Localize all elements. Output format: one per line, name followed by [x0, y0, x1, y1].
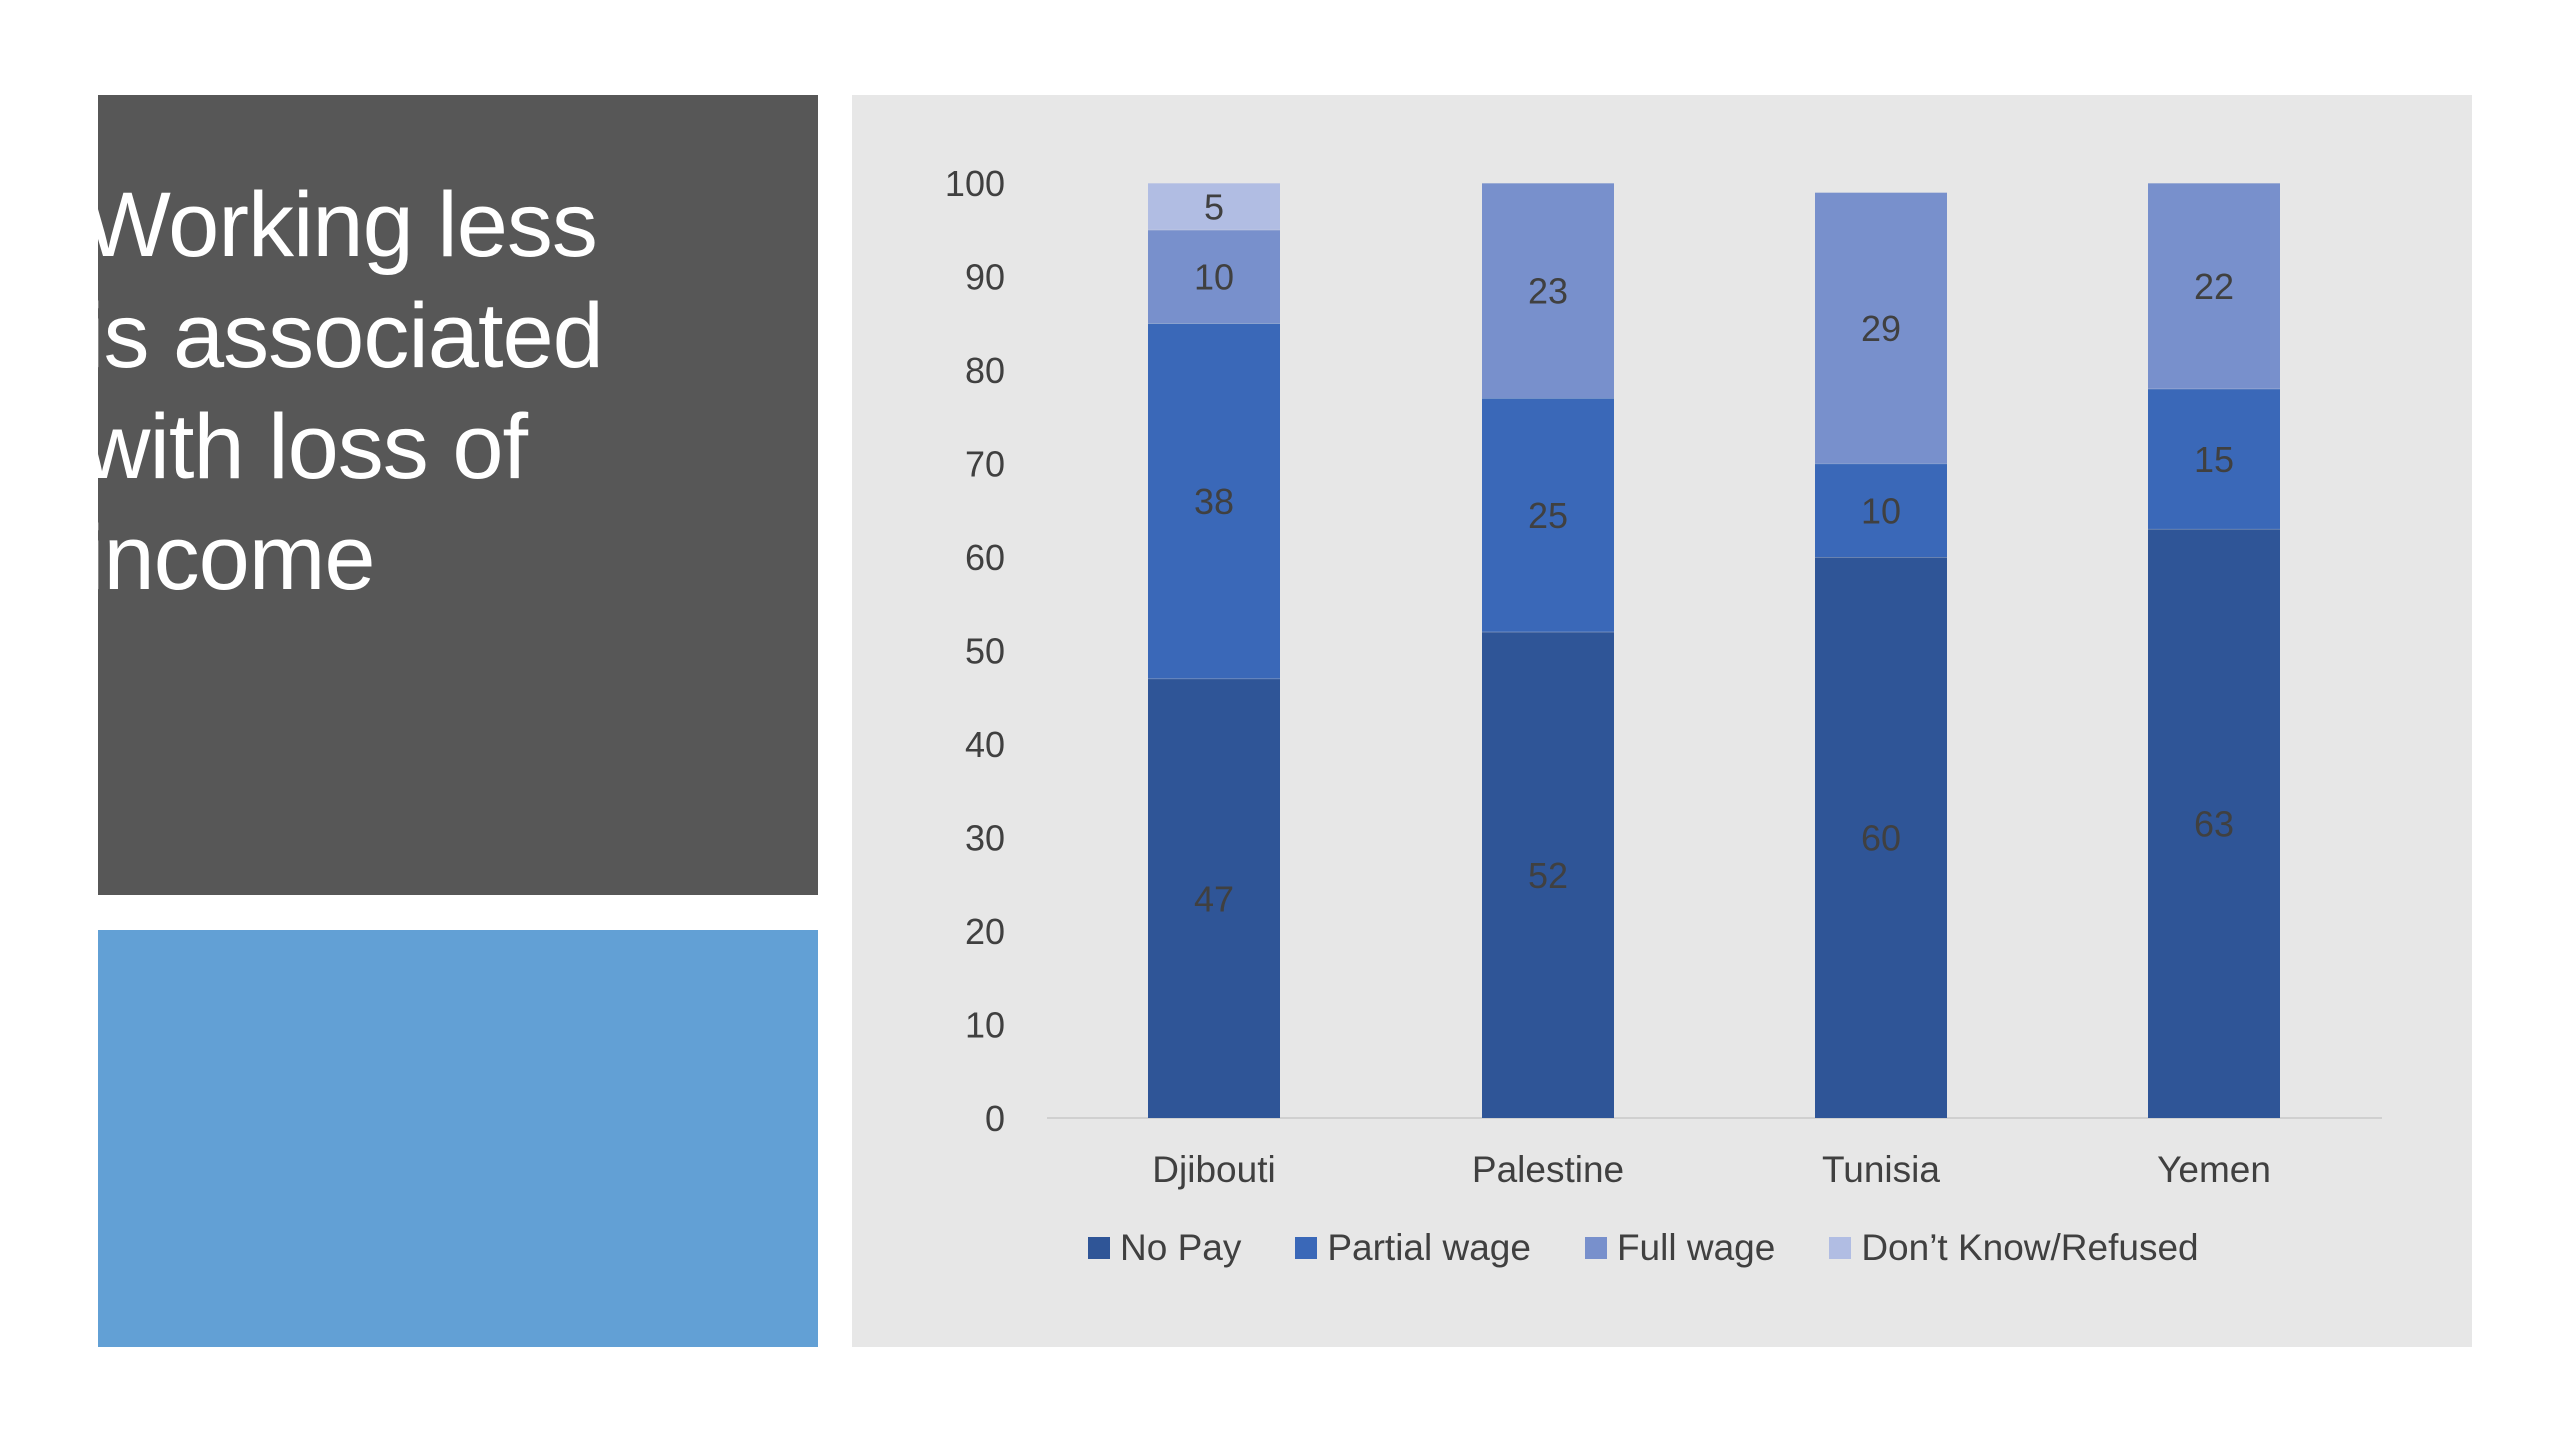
y-tick-label: 100	[945, 163, 1005, 204]
data-label-no-pay-djibouti: 47	[1194, 878, 1234, 919]
data-label-partial-wage-palestine: 25	[1528, 495, 1568, 536]
data-label-partial-wage-tunisia: 10	[1861, 490, 1901, 531]
x-tick-label-palestine: Palestine	[1472, 1149, 1624, 1190]
bar-partial-wage-yemen	[2148, 388, 2280, 529]
legend-item-no-pay: No Pay	[1088, 1227, 1241, 1269]
y-tick-label: 80	[965, 350, 1005, 391]
legend-swatch-dont-know	[1829, 1237, 1852, 1259]
data-label-no-pay-tunisia: 60	[1861, 818, 1901, 859]
bar-partial-wage-tunisia	[1815, 463, 1947, 557]
data-label-full-wage-palestine: 23	[1528, 271, 1568, 312]
y-tick-label: 70	[965, 444, 1005, 485]
data-label-partial-wage-yemen: 15	[2194, 439, 2234, 480]
data-label-no-pay-palestine: 52	[1528, 855, 1568, 896]
bar-full-wage-djibouti	[1148, 229, 1280, 324]
data-label-full-wage-tunisia: 29	[1861, 308, 1901, 349]
y-tick-label: 10	[965, 1005, 1005, 1046]
legend-swatch-full-wage	[1584, 1237, 1607, 1259]
bar-no-pay-tunisia	[1815, 557, 1947, 1118]
y-tick-label: 90	[965, 257, 1005, 298]
bar-full-wage-yemen	[2148, 183, 2280, 389]
y-tick-label: 30	[965, 818, 1005, 859]
y-tick-label: 0	[985, 1098, 1005, 1139]
slide-title: Working less is associated with loss of …	[84, 174, 604, 609]
bar-partial-wage-palestine	[1482, 398, 1614, 632]
legend-label-dont-know: Don’t Know/Refused	[1861, 1227, 2199, 1268]
x-tick-label-djibouti: Djibouti	[1152, 1149, 1275, 1190]
y-tick-label: 60	[965, 537, 1005, 578]
legend-item-dont-know: Don’t Know/Refused	[1829, 1227, 2199, 1269]
bar-don-t-know-refused-djibouti	[1148, 183, 1280, 230]
data-label-don-t-know-refused-djibouti: 5	[1204, 186, 1224, 227]
chart-panel: 0 10 20 30 40 50 60 70 80 90 100 47 38 10 5 Djibouti 52 2…	[852, 95, 2472, 1347]
y-tick-label: 40	[965, 724, 1005, 765]
chart-legend: No Pay Partial wage Full wage Don’t Know…	[1088, 1220, 2199, 1276]
data-label-no-pay-yemen: 63	[2194, 803, 2234, 844]
legend-swatch-no-pay	[1088, 1237, 1110, 1259]
bar-full-wage-palestine	[1482, 183, 1614, 399]
bar-partial-wage-djibouti	[1148, 323, 1280, 679]
data-label-full-wage-djibouti: 10	[1194, 257, 1234, 298]
accent-panel	[98, 930, 818, 1347]
legend-label-partial-wage: Partial wage	[1327, 1227, 1531, 1268]
y-tick-label: 50	[965, 631, 1005, 672]
bar-no-pay-palestine	[1482, 631, 1614, 1118]
bar-no-pay-djibouti	[1148, 678, 1280, 1118]
legend-swatch-partial-wage	[1295, 1237, 1318, 1259]
data-label-full-wage-yemen: 22	[2194, 266, 2234, 307]
bar-no-pay-yemen	[2148, 528, 2280, 1118]
y-tick-label: 20	[965, 911, 1005, 952]
stacked-bar-chart: 0 10 20 30 40 50 60 70 80 90 100 47 38 10 5 Djibouti 52 2…	[945, 163, 2382, 1190]
title-panel	[98, 95, 818, 895]
legend-label-no-pay: No Pay	[1120, 1227, 1242, 1268]
x-tick-label-tunisia: Tunisia	[1822, 1149, 1940, 1190]
legend-item-partial-wage: Partial wage	[1295, 1227, 1531, 1269]
x-tick-label-yemen: Yemen	[2157, 1149, 2271, 1190]
data-label-partial-wage-djibouti: 38	[1194, 481, 1234, 522]
bar-full-wage-tunisia	[1815, 192, 1947, 464]
legend-label-full-wage: Full wage	[1616, 1227, 1776, 1268]
legend-item-full-wage: Full wage	[1584, 1227, 1776, 1269]
